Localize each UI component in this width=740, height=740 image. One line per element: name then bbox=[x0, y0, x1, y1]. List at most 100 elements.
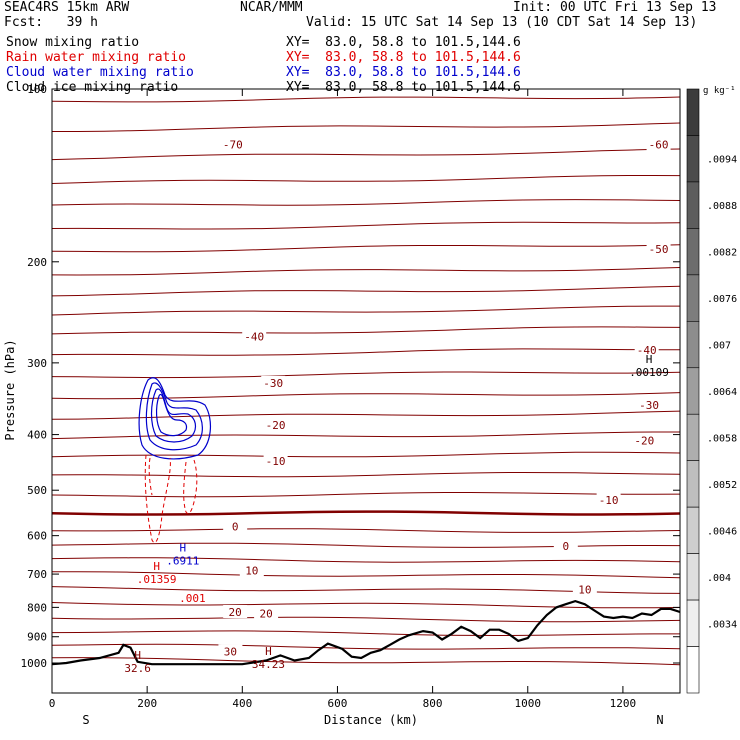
extremum-marker: H bbox=[646, 353, 653, 366]
extremum-marker: H bbox=[265, 645, 272, 658]
header-valid: Valid: 15 UTC Sat 14 Sep 13 (10 CDT Sat … bbox=[306, 15, 698, 30]
x-tick-label: 600 bbox=[328, 697, 348, 710]
isotherm-label: -10 bbox=[266, 455, 286, 468]
y-tick-label: 300 bbox=[27, 357, 47, 370]
colorbar-label: .0034 bbox=[707, 619, 737, 630]
isotherm-label: -40 bbox=[244, 331, 264, 344]
colorbar-label: .0046 bbox=[707, 526, 737, 537]
isotherm-line bbox=[51, 285, 681, 297]
isotherm-line bbox=[51, 96, 681, 103]
isotherm-label: 0 bbox=[232, 520, 239, 533]
terrain-line bbox=[51, 599, 681, 666]
label-knockout bbox=[242, 329, 267, 343]
colorbar-segment bbox=[686, 181, 700, 229]
isotherm-line bbox=[51, 510, 681, 516]
extremum-value: 32.6 bbox=[124, 662, 151, 675]
label-knockout bbox=[553, 538, 578, 552]
isotherm-line bbox=[51, 148, 681, 161]
extremum-value: .01359 bbox=[137, 573, 177, 586]
colorbar-label: .0058 bbox=[707, 433, 737, 444]
isotherm-line bbox=[51, 616, 681, 623]
isotherm-line bbox=[51, 471, 681, 478]
colorbar-segment bbox=[686, 321, 700, 369]
y-tick-label: 200 bbox=[27, 256, 47, 269]
y-tick-label: 600 bbox=[27, 530, 47, 543]
label-knockout bbox=[596, 492, 621, 506]
colorbar-label: .0094 bbox=[707, 155, 737, 166]
y-tick-label: 700 bbox=[27, 568, 47, 581]
colorbar-segment bbox=[686, 413, 700, 461]
end-label-north: N bbox=[656, 713, 663, 727]
x-tick-label: 800 bbox=[423, 697, 443, 710]
colorbar-label: .0064 bbox=[707, 387, 737, 398]
field-ice-xy: XY= 83.0, 58.8 to 101.5,144.6 bbox=[286, 80, 521, 95]
field-snow-xy: XY= 83.0, 58.8 to 101.5,144.6 bbox=[286, 35, 521, 50]
label-knockout bbox=[637, 397, 662, 411]
x-tick-label: 0 bbox=[49, 697, 56, 710]
label-knockout bbox=[263, 418, 288, 432]
label-knockout bbox=[261, 375, 286, 389]
y-tick-label: 900 bbox=[27, 631, 47, 644]
isotherm-label: -30 bbox=[639, 399, 659, 412]
extremum-value: .00109 bbox=[629, 366, 669, 379]
isotherm-line bbox=[51, 528, 681, 533]
isotherm-line bbox=[51, 630, 680, 637]
isotherm-line bbox=[51, 492, 681, 498]
y-axis-label: Pressure (hPa) bbox=[3, 339, 17, 440]
label-knockout bbox=[239, 563, 264, 577]
isotherm-label: -50 bbox=[649, 243, 669, 256]
isotherm-label: -40 bbox=[637, 344, 657, 357]
isotherm-label: -30 bbox=[263, 377, 283, 390]
header-init: Init: 00 UTC Fri 13 Sep 13 bbox=[513, 0, 717, 15]
isotherm-label: -10 bbox=[599, 494, 619, 507]
isotherm-line bbox=[51, 451, 681, 458]
isotherm-label: -20 bbox=[634, 435, 654, 448]
field-snow-label: Snow mixing ratio bbox=[6, 35, 140, 50]
header-model: SEAC4RS 15km ARW bbox=[4, 0, 130, 15]
isotherm-line bbox=[51, 431, 680, 440]
colorbar-label: .0052 bbox=[707, 480, 737, 491]
colorbar-segment bbox=[686, 88, 700, 136]
isotherm-label: 10 bbox=[245, 564, 258, 577]
label-knockout bbox=[646, 137, 671, 151]
field-cloud-label: Cloud water mixing ratio bbox=[6, 65, 194, 80]
label-knockout bbox=[634, 343, 659, 357]
x-tick-label: 200 bbox=[137, 697, 157, 710]
isotherm-label: 20 bbox=[259, 608, 272, 621]
isotherm-label: -70 bbox=[223, 139, 243, 152]
x-tick-label: 1000 bbox=[515, 697, 542, 710]
rain-water-contours bbox=[144, 454, 198, 543]
isotherm-line bbox=[51, 602, 681, 609]
terrain-profile bbox=[51, 599, 681, 666]
y-tick-label: 800 bbox=[27, 601, 47, 614]
end-label-south: S bbox=[82, 713, 89, 727]
isotherm-label: 0 bbox=[563, 540, 570, 553]
colorbar: g kg⁻¹ .0094 .0088 .0082 .0076 .007 .0064 .0058… bbox=[686, 86, 737, 694]
isotherm-line bbox=[51, 267, 681, 276]
isotherm-line bbox=[51, 244, 681, 253]
isotherm-line bbox=[51, 305, 680, 316]
label-knockout bbox=[263, 454, 288, 468]
colorbar-segment bbox=[686, 553, 700, 601]
colorbar-segment bbox=[686, 274, 700, 322]
extremum-value: .6911 bbox=[166, 555, 199, 568]
plot-frame bbox=[51, 88, 681, 694]
colorbar-label: .0088 bbox=[707, 201, 737, 212]
extremum-value: 34.23 bbox=[252, 658, 285, 671]
y-tick-label: 1000 bbox=[21, 657, 48, 670]
isotherm-line bbox=[52, 122, 681, 132]
label-knockout bbox=[632, 433, 657, 447]
colorbar-label: .004 bbox=[707, 573, 731, 584]
isotherm-line bbox=[51, 557, 681, 563]
isotherm-line bbox=[51, 657, 681, 666]
cloud-water-contour bbox=[155, 393, 188, 437]
isotherm-label: 10 bbox=[578, 584, 591, 597]
colorbar-segment bbox=[686, 228, 700, 276]
extremum-marker: H bbox=[134, 649, 141, 662]
isotherm-line bbox=[52, 571, 681, 579]
x-tick-label: 400 bbox=[232, 697, 252, 710]
cloud-water-contour bbox=[145, 382, 203, 451]
isotherm-line bbox=[51, 392, 681, 400]
rain-water-contour bbox=[144, 454, 171, 543]
